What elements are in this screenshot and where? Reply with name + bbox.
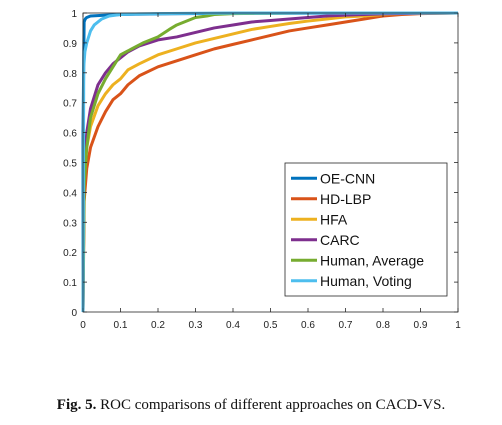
y-tick-label: 0.8 [63,69,77,80]
x-tick-label: 0.8 [376,320,390,331]
figure-caption: Fig. 5. ROC comparisons of different app… [0,397,502,414]
x-tick-label: 0 [80,320,86,331]
x-tick-label: 0.6 [301,320,315,331]
legend: OE-CNN HD-LBP HFA CARC Human, Average Human, … [284,162,448,297]
series-layer [81,11,459,313]
caption-text: ROC comparisons of different approaches … [96,397,446,413]
series-line-4 [81,11,459,313]
y-tick-label: 0.5 [63,159,77,170]
legend-label: Human, Average [320,252,424,268]
legend-label: OE-CNN [320,170,375,186]
y-tick-label: 0.9 [63,39,77,50]
y-tick-label: 0.2 [63,248,77,259]
x-tick-label: 0.3 [189,320,203,331]
y-tick-label: 0.7 [63,99,77,110]
caption-prefix: Fig. 5. [56,397,97,413]
y-tick-label: 0.6 [63,129,77,140]
series-line-6 [81,11,458,313]
legend-label: HFA [320,211,348,227]
series-line-3 [81,11,459,313]
legend-box [284,162,448,297]
y-tick-label: 0.1 [63,278,77,289]
y-tick-label: 0 [71,308,77,319]
y-tick-label: 0.4 [63,188,77,199]
x-tick-label: 0.2 [151,320,165,331]
x-tick-label: 0.5 [264,320,278,331]
axes-layer: 0 0.1 0.2 0.3 0.4 0.5 0.6 0.7 0.8 0.9 1 0 0.1 0.2 0.3 0… [63,9,461,331]
series-line-2 [81,11,459,313]
legend-label: Human, Voting [320,273,412,289]
y-tick-label: 0.3 [63,218,77,229]
legend-label: HD-LBP [320,191,371,207]
x-tick-label: 0.4 [226,320,240,331]
legend-label: CARC [320,232,360,248]
x-tick-label: 0.7 [339,320,353,331]
roc-chart: 0 0.1 0.2 0.3 0.4 0.5 0.6 0.7 0.8 0.9 1 0 0.1 0.2 0.3 0… [63,9,461,331]
x-tick-label: 0.9 [414,320,428,331]
y-tick-label: 1 [71,9,77,20]
x-tick-label: 1 [455,320,461,331]
x-tick-label: 0.1 [114,320,128,331]
